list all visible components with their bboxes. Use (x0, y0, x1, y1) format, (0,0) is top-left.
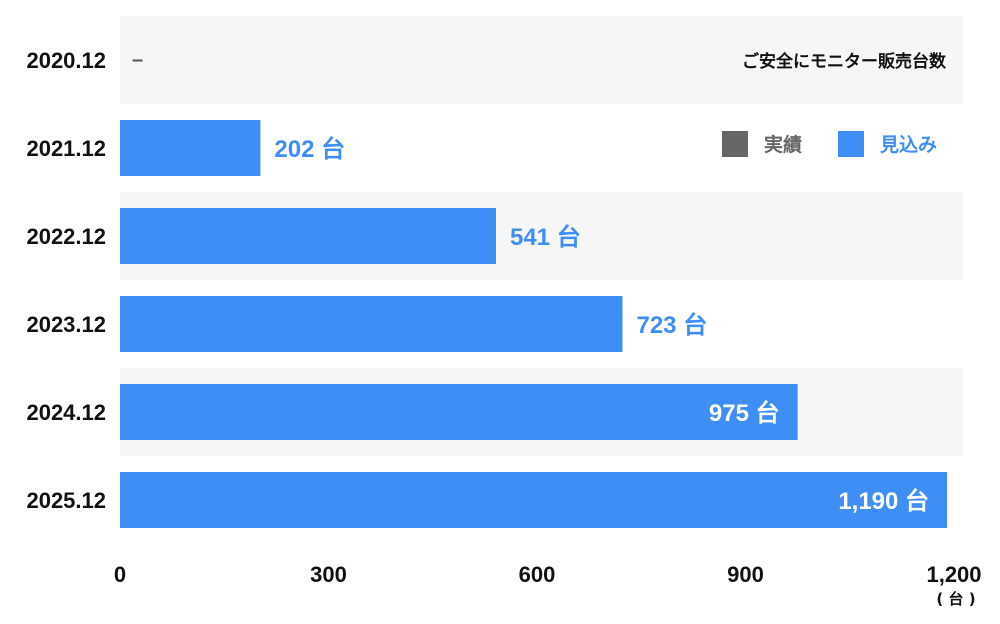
x-tick-label: 600 (519, 562, 556, 587)
legend-swatch-forecast (838, 131, 864, 157)
value-label: 975 台 (709, 399, 780, 427)
legend-label-actual: 実績 (764, 133, 802, 156)
value-label: 202 台 (274, 135, 345, 163)
bar (120, 208, 496, 264)
legend-label-forecast: 見込み (880, 134, 937, 156)
category-labels: 2020.12 2021.12 2022.12 2023.12 2024.12 2025.… (26, 48, 106, 513)
category-label: 2022.12 (26, 224, 106, 249)
category-label: 2025.12 (26, 488, 106, 513)
value-label: 723 台 (636, 311, 707, 339)
x-tick-label: 1,200 (926, 562, 981, 587)
row-band (120, 16, 963, 104)
x-tick-label: 300 (310, 562, 347, 587)
x-tick-label: 900 (727, 562, 764, 587)
category-label: 2024.12 (26, 400, 106, 425)
category-label: 2021.12 (26, 136, 106, 161)
value-label-empty: – (132, 49, 143, 71)
x-axis-unit-label: ( 台 ) (936, 590, 975, 608)
bar (120, 384, 798, 440)
chart-title: ご安全にモニター販売台数 (742, 51, 947, 72)
value-label: 541 台 (510, 223, 581, 251)
bar (120, 472, 948, 528)
value-labels: – 202 台 541 台 723 台 975 台 1,190 台 (132, 49, 929, 515)
value-label: 1,190 台 (838, 487, 929, 515)
row-bands (120, 16, 963, 456)
legend-swatch-actual (722, 131, 748, 157)
x-axis-ticks: 0 300 600 900 1,200 (114, 562, 982, 587)
legend: 実績 見込み (722, 131, 937, 157)
category-label: 2020.12 (26, 48, 106, 73)
bars (120, 120, 948, 528)
bar (120, 296, 623, 352)
category-label: 2023.12 (26, 312, 106, 337)
bar (120, 120, 261, 176)
x-tick-label: 0 (114, 562, 126, 587)
